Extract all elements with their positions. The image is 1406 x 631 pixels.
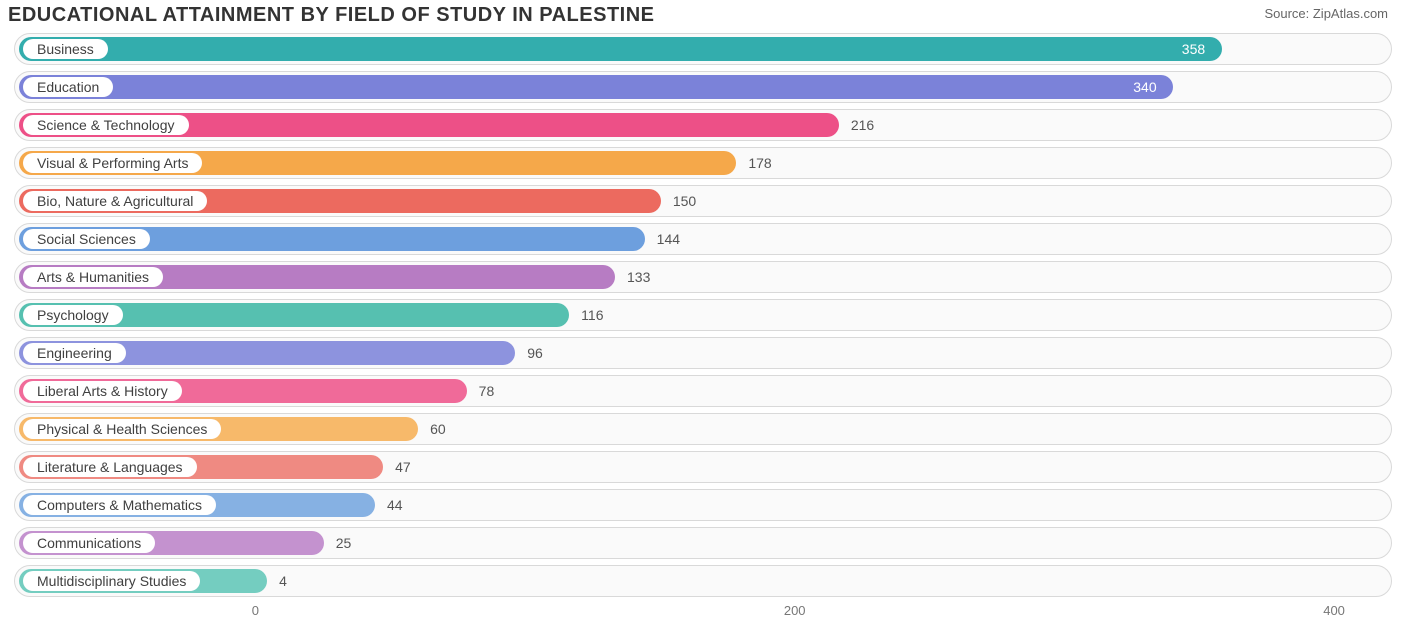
bar-category-label: Arts & Humanities [23, 267, 163, 287]
bar-row: Physical & Health Sciences 60 [14, 413, 1392, 445]
bar-row: Social Sciences 144 [14, 223, 1392, 255]
x-axis-tick: 0 [252, 603, 259, 618]
bar-category-label: Business [23, 39, 108, 59]
bar-row: Education 340 [14, 71, 1392, 103]
x-axis-tick: 200 [784, 603, 806, 618]
bar-value-label: 44 [387, 490, 403, 520]
bar-value-label: 133 [627, 262, 650, 292]
bar-category-label: Physical & Health Sciences [23, 419, 221, 439]
bar-row: Bio, Nature & Agricultural 150 [14, 185, 1392, 217]
bar-value-label: 340 [1133, 72, 1156, 102]
chart-source: Source: ZipAtlas.com [1264, 4, 1388, 21]
bar [19, 37, 1222, 61]
bar-category-label: Engineering [23, 343, 126, 363]
bar-row: Multidisciplinary Studies 4 [14, 565, 1392, 597]
chart-plot-area: Business 358 Education 340 Science & Technol… [0, 27, 1406, 597]
bar-value-label: 116 [581, 300, 603, 330]
bar-category-label: Science & Technology [23, 115, 189, 135]
bar-value-label: 178 [748, 148, 771, 178]
bar-category-label: Education [23, 77, 113, 97]
chart-header: EDUCATIONAL ATTAINMENT BY FIELD OF STUDY… [0, 0, 1406, 27]
chart-title: EDUCATIONAL ATTAINMENT BY FIELD OF STUDY… [8, 4, 655, 27]
bar-category-label: Visual & Performing Arts [23, 153, 202, 173]
bar-value-label: 358 [1182, 34, 1205, 64]
bar-value-label: 144 [657, 224, 680, 254]
bar-category-label: Social Sciences [23, 229, 150, 249]
bar-row: Engineering 96 [14, 337, 1392, 369]
x-axis: 0 200 400 [14, 603, 1392, 627]
bar-category-label: Bio, Nature & Agricultural [23, 191, 207, 211]
bar-value-label: 4 [279, 566, 287, 596]
bar-category-label: Literature & Languages [23, 457, 197, 477]
bar-value-label: 96 [527, 338, 543, 368]
bar-value-label: 47 [395, 452, 411, 482]
bar-row: Literature & Languages 47 [14, 451, 1392, 483]
bar-row: Science & Technology 216 [14, 109, 1392, 141]
bar-row: Psychology 116 [14, 299, 1392, 331]
bar-value-label: 216 [851, 110, 874, 140]
bar-value-label: 60 [430, 414, 446, 444]
bar-row: Arts & Humanities 133 [14, 261, 1392, 293]
bar-value-label: 25 [336, 528, 352, 558]
bar-row: Business 358 [14, 33, 1392, 65]
bar-value-label: 78 [479, 376, 495, 406]
bar-value-label: 150 [673, 186, 696, 216]
bar-category-label: Multidisciplinary Studies [23, 571, 200, 591]
bar-row: Communications 25 [14, 527, 1392, 559]
bar-category-label: Computers & Mathematics [23, 495, 216, 515]
bar-category-label: Communications [23, 533, 155, 553]
bar-row: Computers & Mathematics 44 [14, 489, 1392, 521]
bar [19, 75, 1173, 99]
bar-category-label: Liberal Arts & History [23, 381, 182, 401]
x-axis-tick: 400 [1323, 603, 1345, 618]
bar-category-label: Psychology [23, 305, 123, 325]
bar-row: Liberal Arts & History 78 [14, 375, 1392, 407]
bar-row: Visual & Performing Arts 178 [14, 147, 1392, 179]
